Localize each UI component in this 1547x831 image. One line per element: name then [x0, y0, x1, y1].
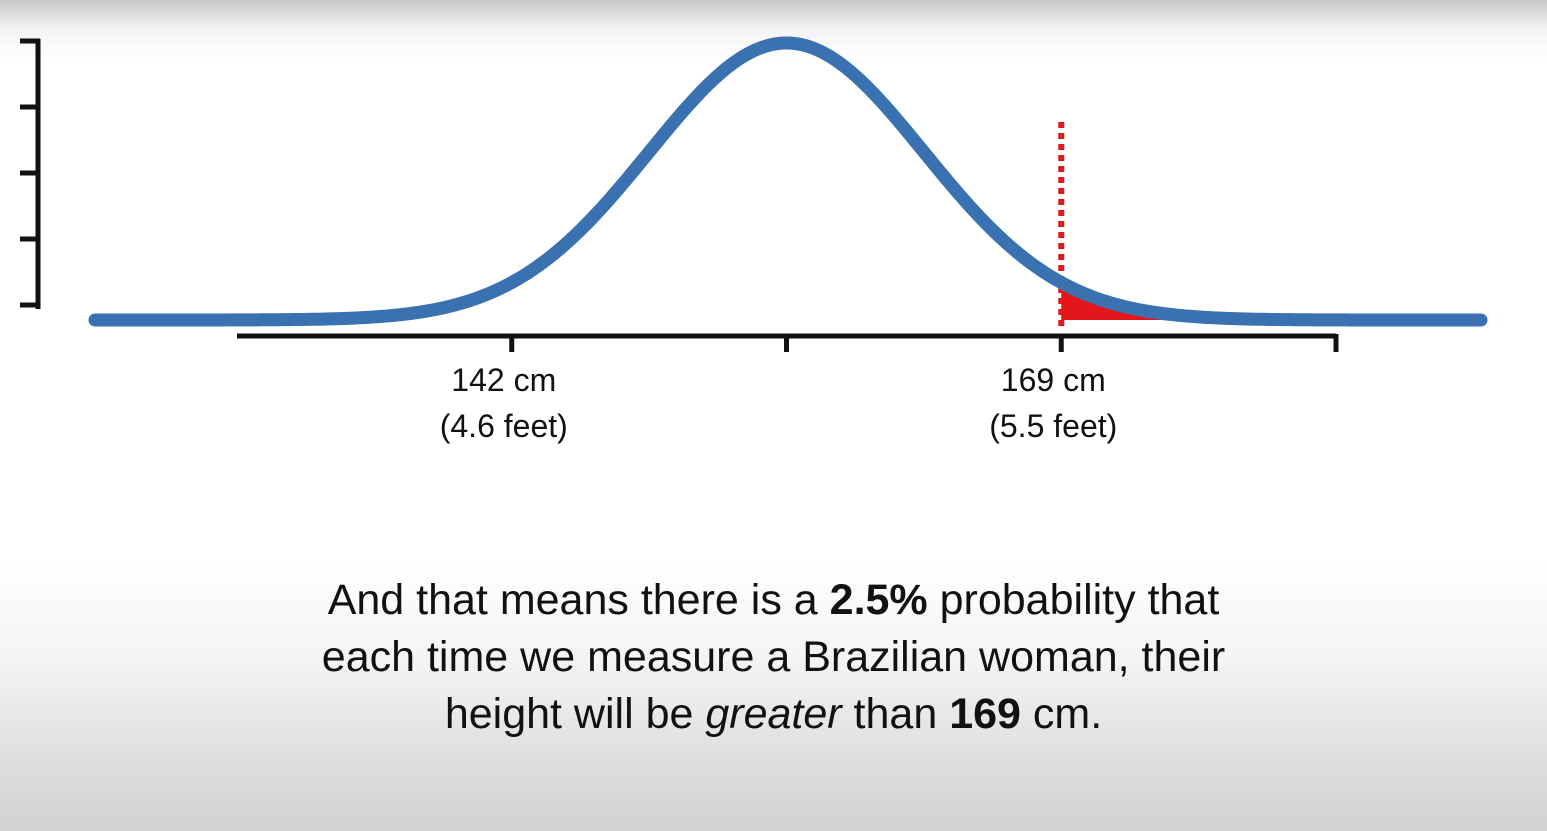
- emphasis-greater: greater: [705, 690, 842, 738]
- density-curve: [88, 36, 1488, 327]
- caption-text: probability that: [927, 576, 1220, 624]
- caption-text: height will be: [444, 690, 706, 738]
- caption-text: each time we measure a Brazilian woman, …: [321, 633, 1226, 681]
- x-tick-label: 142 cm: [451, 362, 556, 398]
- height-value: 169: [949, 690, 1021, 738]
- x-tick-labels: 142 cm (4.6 feet) 169 cm (5.5 feet): [440, 362, 1118, 444]
- x-tick-label: 169 cm: [1001, 362, 1106, 398]
- upper-tail-shaded-area: [1061, 282, 1481, 320]
- probability-value: 2.5%: [829, 576, 928, 624]
- x-tick-sublabel: (5.5 feet): [989, 408, 1117, 444]
- caption-text: cm.: [1020, 690, 1103, 738]
- x-tick-sublabel: (4.6 feet): [440, 408, 568, 444]
- caption-text: than: [841, 690, 950, 738]
- caption-line-1: And that means there is a 2.5% probabili…: [0, 572, 1547, 629]
- caption: And that means there is a 2.5% probabili…: [0, 572, 1547, 743]
- normal-distribution-chart: 142 cm (4.6 feet) 169 cm (5.5 feet): [20, 36, 1488, 444]
- x-axis: [237, 333, 1339, 352]
- y-axis: [20, 38, 41, 309]
- caption-line-2: each time we measure a Brazilian woman, …: [0, 629, 1547, 686]
- caption-line-3: height will be greater than 169 cm.: [0, 686, 1547, 743]
- caption-text: And that means there is a: [327, 576, 830, 624]
